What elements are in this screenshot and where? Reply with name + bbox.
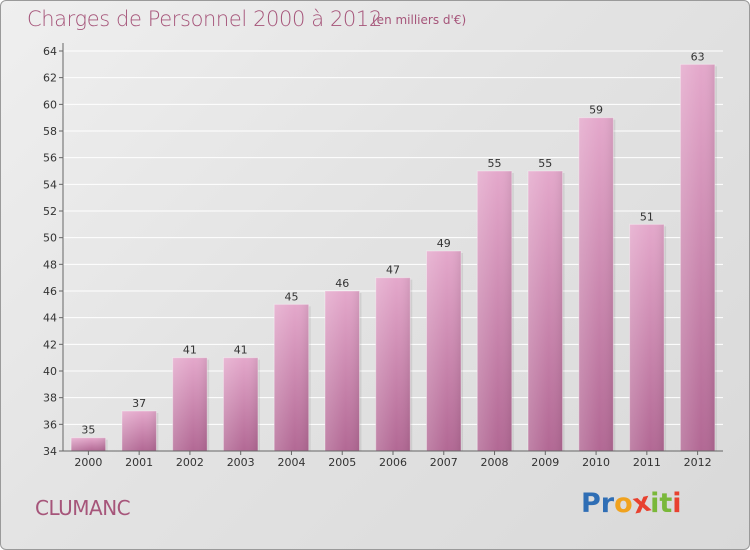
logo-letter: o <box>614 488 633 519</box>
x-tick-label: 2008 <box>481 456 509 469</box>
proxiti-logo: Proxiti <box>581 487 682 521</box>
data-label: 59 <box>589 104 603 117</box>
y-tick-label: 42 <box>43 338 57 351</box>
bar-highlight <box>172 357 208 452</box>
bar-highlight <box>527 170 564 452</box>
bar-highlight <box>375 277 411 452</box>
bar-highlight <box>121 410 157 452</box>
y-tick-label: 34 <box>43 445 57 458</box>
x-tick-label: 2009 <box>531 456 559 469</box>
y-tick-label: 46 <box>43 285 57 298</box>
bar-highlight <box>578 117 614 452</box>
logo-letter: i <box>672 488 682 519</box>
data-label: 63 <box>691 50 705 63</box>
y-tick-label: 52 <box>43 205 57 218</box>
x-tick-label: 2007 <box>430 456 458 469</box>
bar-highlight <box>70 437 107 452</box>
bar-highlight <box>629 223 665 452</box>
data-label: 41 <box>183 344 197 357</box>
y-tick-label: 60 <box>43 98 57 111</box>
y-tick-label: 56 <box>43 152 57 165</box>
bar-highlight <box>679 63 716 452</box>
data-label: 46 <box>335 277 349 290</box>
y-tick-label: 48 <box>43 258 57 271</box>
bar-highlight <box>324 290 360 452</box>
x-tick-label: 2003 <box>227 456 255 469</box>
data-label: 51 <box>640 210 654 223</box>
bar-highlight <box>222 357 259 452</box>
x-tick-label: 2002 <box>176 456 204 469</box>
bar-highlight <box>273 303 310 452</box>
y-tick-label: 40 <box>43 365 57 378</box>
y-tick-label: 64 <box>43 45 57 58</box>
x-tick-label: 2011 <box>633 456 661 469</box>
data-label: 41 <box>234 344 248 357</box>
bar-highlight <box>426 250 462 452</box>
y-tick-label: 54 <box>43 178 57 191</box>
bar-highlight <box>476 170 513 452</box>
data-label: 45 <box>284 290 298 303</box>
data-label: 37 <box>132 397 146 410</box>
x-tick-label: 2005 <box>328 456 356 469</box>
x-tick-label: 2006 <box>379 456 407 469</box>
logo-letter: t <box>659 488 673 519</box>
x-tick-label: 2000 <box>74 456 102 469</box>
y-tick-label: 50 <box>43 232 57 245</box>
x-tick-label: 2010 <box>582 456 610 469</box>
data-label: 55 <box>538 157 552 170</box>
logo-letter: i <box>650 488 660 519</box>
data-label: 49 <box>437 237 451 250</box>
y-tick-label: 58 <box>43 125 57 138</box>
commune-name: CLUMANC <box>35 496 131 520</box>
data-label: 35 <box>81 424 95 437</box>
x-tick-label: 2012 <box>684 456 712 469</box>
logo-letter: r <box>600 488 615 519</box>
logo-letter: P <box>581 488 601 519</box>
data-label: 55 <box>488 157 502 170</box>
data-label: 47 <box>386 264 400 277</box>
chart-subtitle: (en milliers d'€) <box>372 13 467 27</box>
x-tick-label: 2004 <box>277 456 305 469</box>
y-tick-label: 38 <box>43 392 57 405</box>
y-tick-label: 44 <box>43 312 57 325</box>
x-tick-label: 2001 <box>125 456 153 469</box>
y-tick-label: 36 <box>43 418 57 431</box>
y-tick-label: 62 <box>43 72 57 85</box>
chart-title: Charges de Personnel 2000 à 2012 <box>27 7 382 31</box>
